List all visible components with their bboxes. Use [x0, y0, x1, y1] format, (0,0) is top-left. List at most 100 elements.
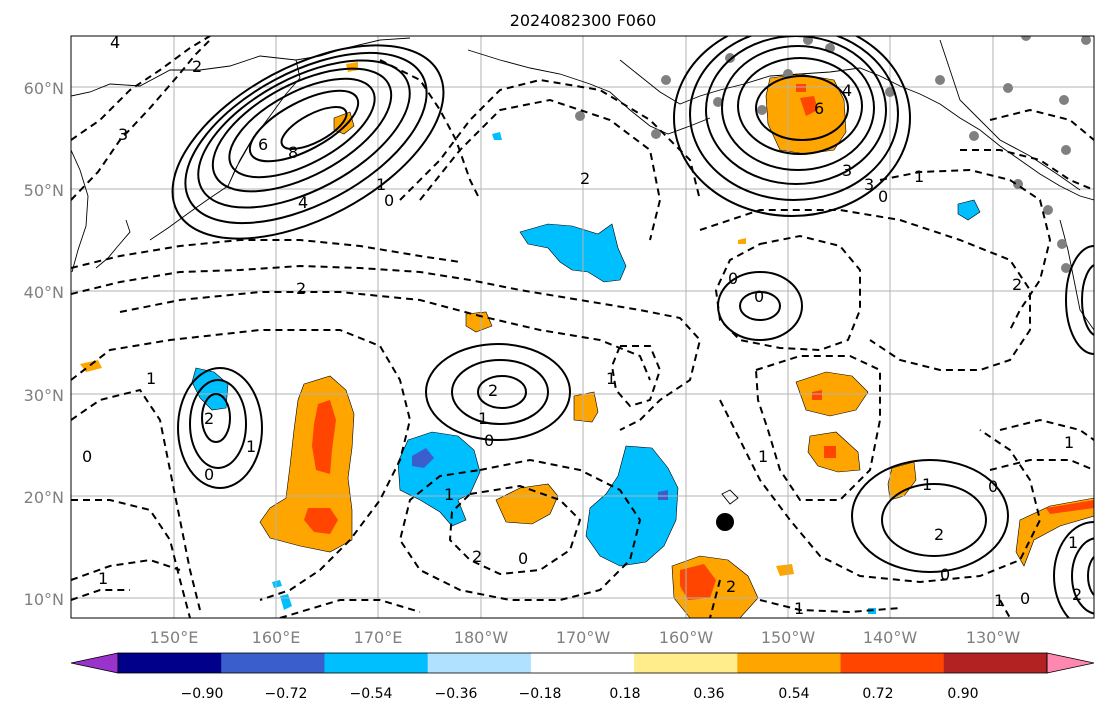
contour-label: 2 — [192, 57, 202, 76]
strong-negative-anomaly-patch — [658, 490, 668, 500]
lon-label: 160°W — [659, 628, 714, 647]
location-marker — [716, 513, 734, 531]
negative-anomaly-patch — [191, 367, 229, 411]
lat-label: 40°N — [24, 283, 64, 302]
lat-label: 20°N — [24, 488, 64, 507]
map-area: 4 2 3 6 8 4 2 0 1 2 2 1 0 1 2 1 0 1 0 0 … — [71, 36, 1094, 618]
contour-label: 3 — [842, 161, 852, 180]
latitude-labels: 60°N 50°N 40°N 30°N 20°N 10°N — [24, 79, 64, 609]
strong-positive-anomaly-patch — [824, 446, 836, 458]
colorbar-segment — [530, 653, 635, 673]
contour-label: 6 — [258, 135, 268, 154]
contour-label: 1 — [1064, 433, 1074, 452]
lon-label: 170°E — [354, 628, 403, 647]
negative-anomaly-patch — [272, 580, 282, 588]
colorbar-tick-label: 0.72 — [862, 686, 893, 702]
colorbar-extension-max — [1046, 652, 1095, 674]
colorbar — [70, 652, 1095, 674]
positive-anomaly-patch — [573, 391, 599, 423]
colorbar-tick-label: 0.54 — [778, 686, 809, 702]
contour-label: 0 — [1020, 589, 1030, 608]
contour-label: 1 — [478, 409, 488, 428]
colorbar-segment — [634, 653, 738, 673]
contour-label: 3 — [864, 175, 874, 194]
strong-positive-anomaly-patch — [304, 508, 338, 534]
anomaly-shading — [80, 62, 1094, 618]
strong-negative-anomaly-patch — [412, 448, 434, 468]
negative-anomaly-patch — [492, 132, 502, 140]
contour-label: 0 — [728, 269, 738, 288]
contour-label: 1 — [606, 369, 616, 388]
contour-label: 0 — [384, 191, 394, 210]
kuril-islands — [95, 219, 131, 269]
colorbar-segment — [840, 653, 945, 673]
sakhalin-kuril-coastline — [149, 185, 229, 241]
contour-label: 1 — [376, 175, 386, 194]
positive-anomaly-patch — [738, 238, 746, 244]
contour-label: 1 — [914, 167, 924, 186]
lon-label: 150°W — [761, 628, 816, 647]
longitude-labels: 150°E 160°E 170°E 180°W 170°W 160°W 150°… — [150, 628, 1021, 647]
colorbar-tick-labels: −0.90 −0.72 −0.54 −0.36 −0.18 0.18 0.36 … — [181, 686, 979, 702]
lat-label: 50°N — [24, 181, 64, 200]
contour-label: 1 — [146, 369, 156, 388]
colorbar-tick-label: −0.18 — [519, 686, 562, 702]
colorbar-tick-label: −0.90 — [181, 686, 224, 702]
contour-label: 1 — [758, 447, 768, 466]
negative-contours — [71, 36, 1094, 618]
contour-label: 2 — [488, 381, 498, 400]
contour-label: 0 — [204, 465, 214, 484]
colorbar-tick-label: 0.36 — [693, 686, 724, 702]
contour-label: 3 — [118, 125, 128, 144]
colorbar-segment — [737, 653, 842, 673]
contour-label: 0 — [878, 187, 888, 206]
strong-positive-anomaly-patch — [312, 400, 336, 474]
contour-label: 0 — [940, 565, 950, 584]
colorbar-tick-label: −0.54 — [350, 686, 393, 702]
contour-label: 2 — [1012, 275, 1022, 294]
strong-positive-anomaly-patch — [800, 96, 818, 116]
contour-label: 1 — [444, 485, 454, 504]
contour-label: 0 — [754, 287, 764, 306]
positive-contours — [171, 36, 1094, 618]
contour-labels: 4 2 3 6 8 4 2 0 1 2 2 1 0 1 2 1 0 1 0 0 … — [82, 36, 1082, 618]
colorbar-segment — [118, 653, 222, 673]
lat-label: 60°N — [24, 79, 64, 98]
negative-anomaly-patch — [519, 223, 627, 283]
lon-label: 150°E — [150, 628, 199, 647]
hawaii-island — [721, 489, 739, 505]
contour-label: 4 — [298, 193, 308, 212]
contour-label: 8 — [288, 143, 298, 162]
lat-label: 10°N — [24, 590, 64, 609]
island-markers — [716, 489, 739, 531]
contour-label: 1 — [98, 569, 108, 588]
positive-anomaly-patch — [465, 311, 493, 333]
lon-label: 130°W — [966, 628, 1021, 647]
contour-label: 1 — [922, 475, 932, 494]
contour-label: 2 — [204, 409, 214, 428]
lon-label: 180°W — [454, 628, 509, 647]
colorbar-extension-min — [70, 652, 119, 674]
lon-label: 170°W — [556, 628, 611, 647]
contour-label: 0 — [518, 549, 528, 568]
positive-anomaly-patch — [1015, 497, 1094, 567]
colorbar-segment — [221, 653, 325, 673]
station-markers — [575, 36, 1091, 273]
contour-label: 2 — [726, 577, 736, 596]
contour-label: 2 — [472, 547, 482, 566]
strong-positive-anomaly-patch — [680, 564, 716, 600]
colorbar-tick-label: −0.72 — [265, 686, 308, 702]
contour-label: 2 — [296, 279, 306, 298]
contour-label: 0 — [988, 477, 998, 496]
contour-label: 1 — [794, 599, 804, 618]
canada-coastline — [939, 39, 1081, 191]
lon-label: 160°E — [252, 628, 301, 647]
negative-anomaly-patch — [957, 199, 981, 221]
contour-label: 2 — [1072, 585, 1082, 604]
positive-anomaly-patch — [776, 564, 794, 576]
japan-coastline — [71, 149, 89, 273]
colorbar-frame — [117, 652, 1048, 674]
strong-positive-anomaly-patch — [1046, 500, 1094, 514]
contour-label: 0 — [82, 447, 92, 466]
